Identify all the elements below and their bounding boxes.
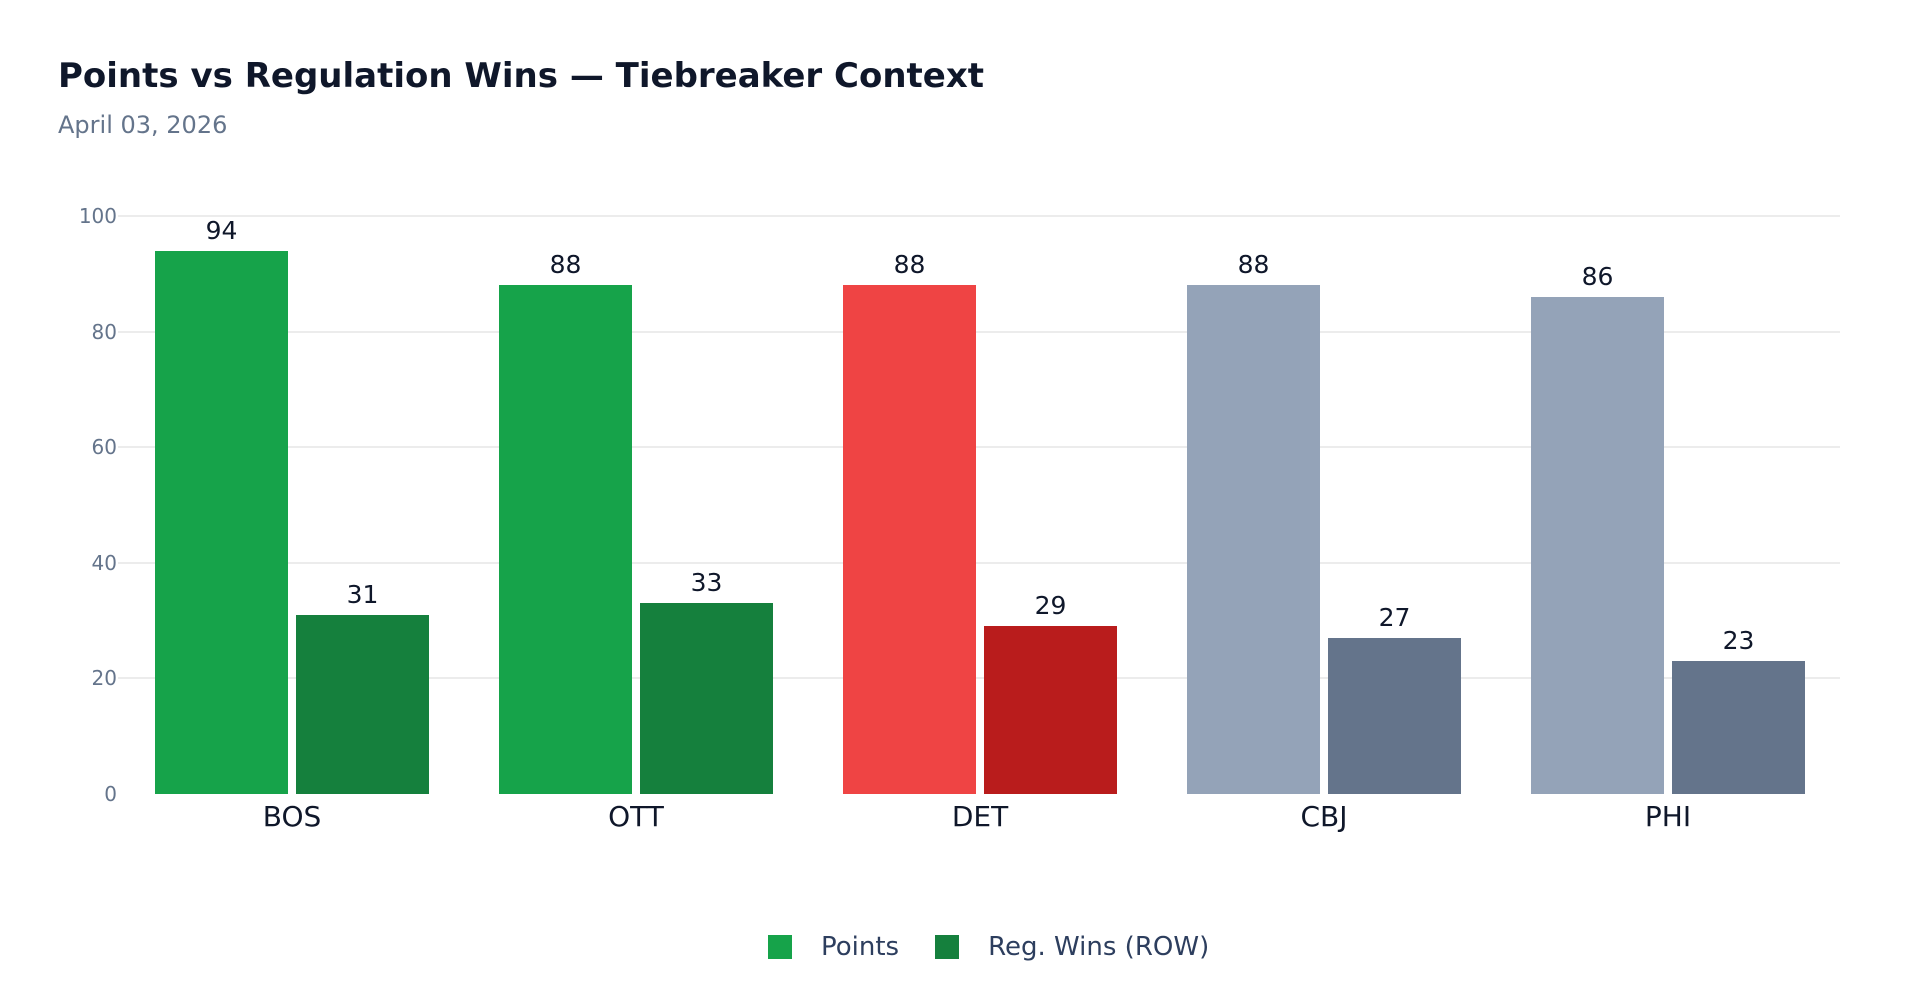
legend-item-row[interactable]: Reg. Wins (ROW)	[935, 932, 1209, 962]
bar-ott-points[interactable]	[499, 285, 632, 794]
bar-cbj-points[interactable]	[1187, 285, 1320, 794]
gridline	[118, 330, 1840, 333]
x-axis-category-label: CBJ	[1300, 800, 1348, 833]
bar-bos-points[interactable]	[155, 250, 288, 794]
bar-value-label: 33	[690, 568, 723, 598]
bar-value-label: 88	[893, 250, 926, 280]
y-axis-tick-label: 60	[91, 435, 117, 460]
x-axis-category-label: PHI	[1644, 800, 1692, 833]
gridline	[118, 677, 1840, 680]
gridline	[118, 446, 1840, 449]
bar-cbj-row[interactable]	[1328, 637, 1461, 794]
bar-det-points[interactable]	[843, 285, 976, 794]
bar-det-row[interactable]	[984, 626, 1117, 794]
bar-phi-points[interactable]	[1531, 296, 1664, 794]
legend-item-points[interactable]: Points	[768, 932, 899, 962]
legend-label: Points	[821, 932, 900, 962]
bar-ott-row[interactable]	[640, 603, 773, 794]
y-axis-tick-label: 100	[78, 204, 117, 228]
gridline	[118, 561, 1840, 564]
x-axis-category-label: DET	[951, 800, 1009, 833]
chart-subtitle: April 03, 2026	[58, 111, 228, 139]
legend-swatch-icon	[768, 935, 792, 959]
bar-value-label: 23	[1722, 626, 1755, 656]
legend-swatch-icon	[935, 935, 960, 959]
bar-value-label: 88	[549, 250, 582, 280]
bar-bos-row[interactable]	[296, 614, 429, 794]
x-axis-category-label: OTT	[608, 800, 664, 833]
bar-value-label: 94	[205, 215, 238, 245]
bar-value-label: 86	[1581, 261, 1614, 291]
bar-value-label: 88	[1237, 250, 1270, 280]
x-axis-category-label: BOS	[262, 800, 322, 833]
bar-phi-row[interactable]	[1672, 661, 1805, 794]
gridline	[118, 215, 1840, 217]
chart-title: Points vs Regulation Wins — Tiebreaker C…	[58, 56, 985, 96]
bar-value-label: 27	[1378, 602, 1411, 632]
bar-value-label: 29	[1034, 591, 1067, 621]
bar-value-label: 31	[346, 579, 379, 609]
y-axis-tick-label: 0	[104, 782, 117, 806]
y-axis-tick-label: 40	[91, 550, 117, 575]
legend: Points Reg. Wins (ROW)	[768, 930, 1245, 964]
y-axis-tick-label: 80	[91, 319, 117, 344]
y-axis-tick-label: 20	[91, 666, 117, 691]
legend-label: Reg. Wins (ROW)	[988, 932, 1210, 962]
